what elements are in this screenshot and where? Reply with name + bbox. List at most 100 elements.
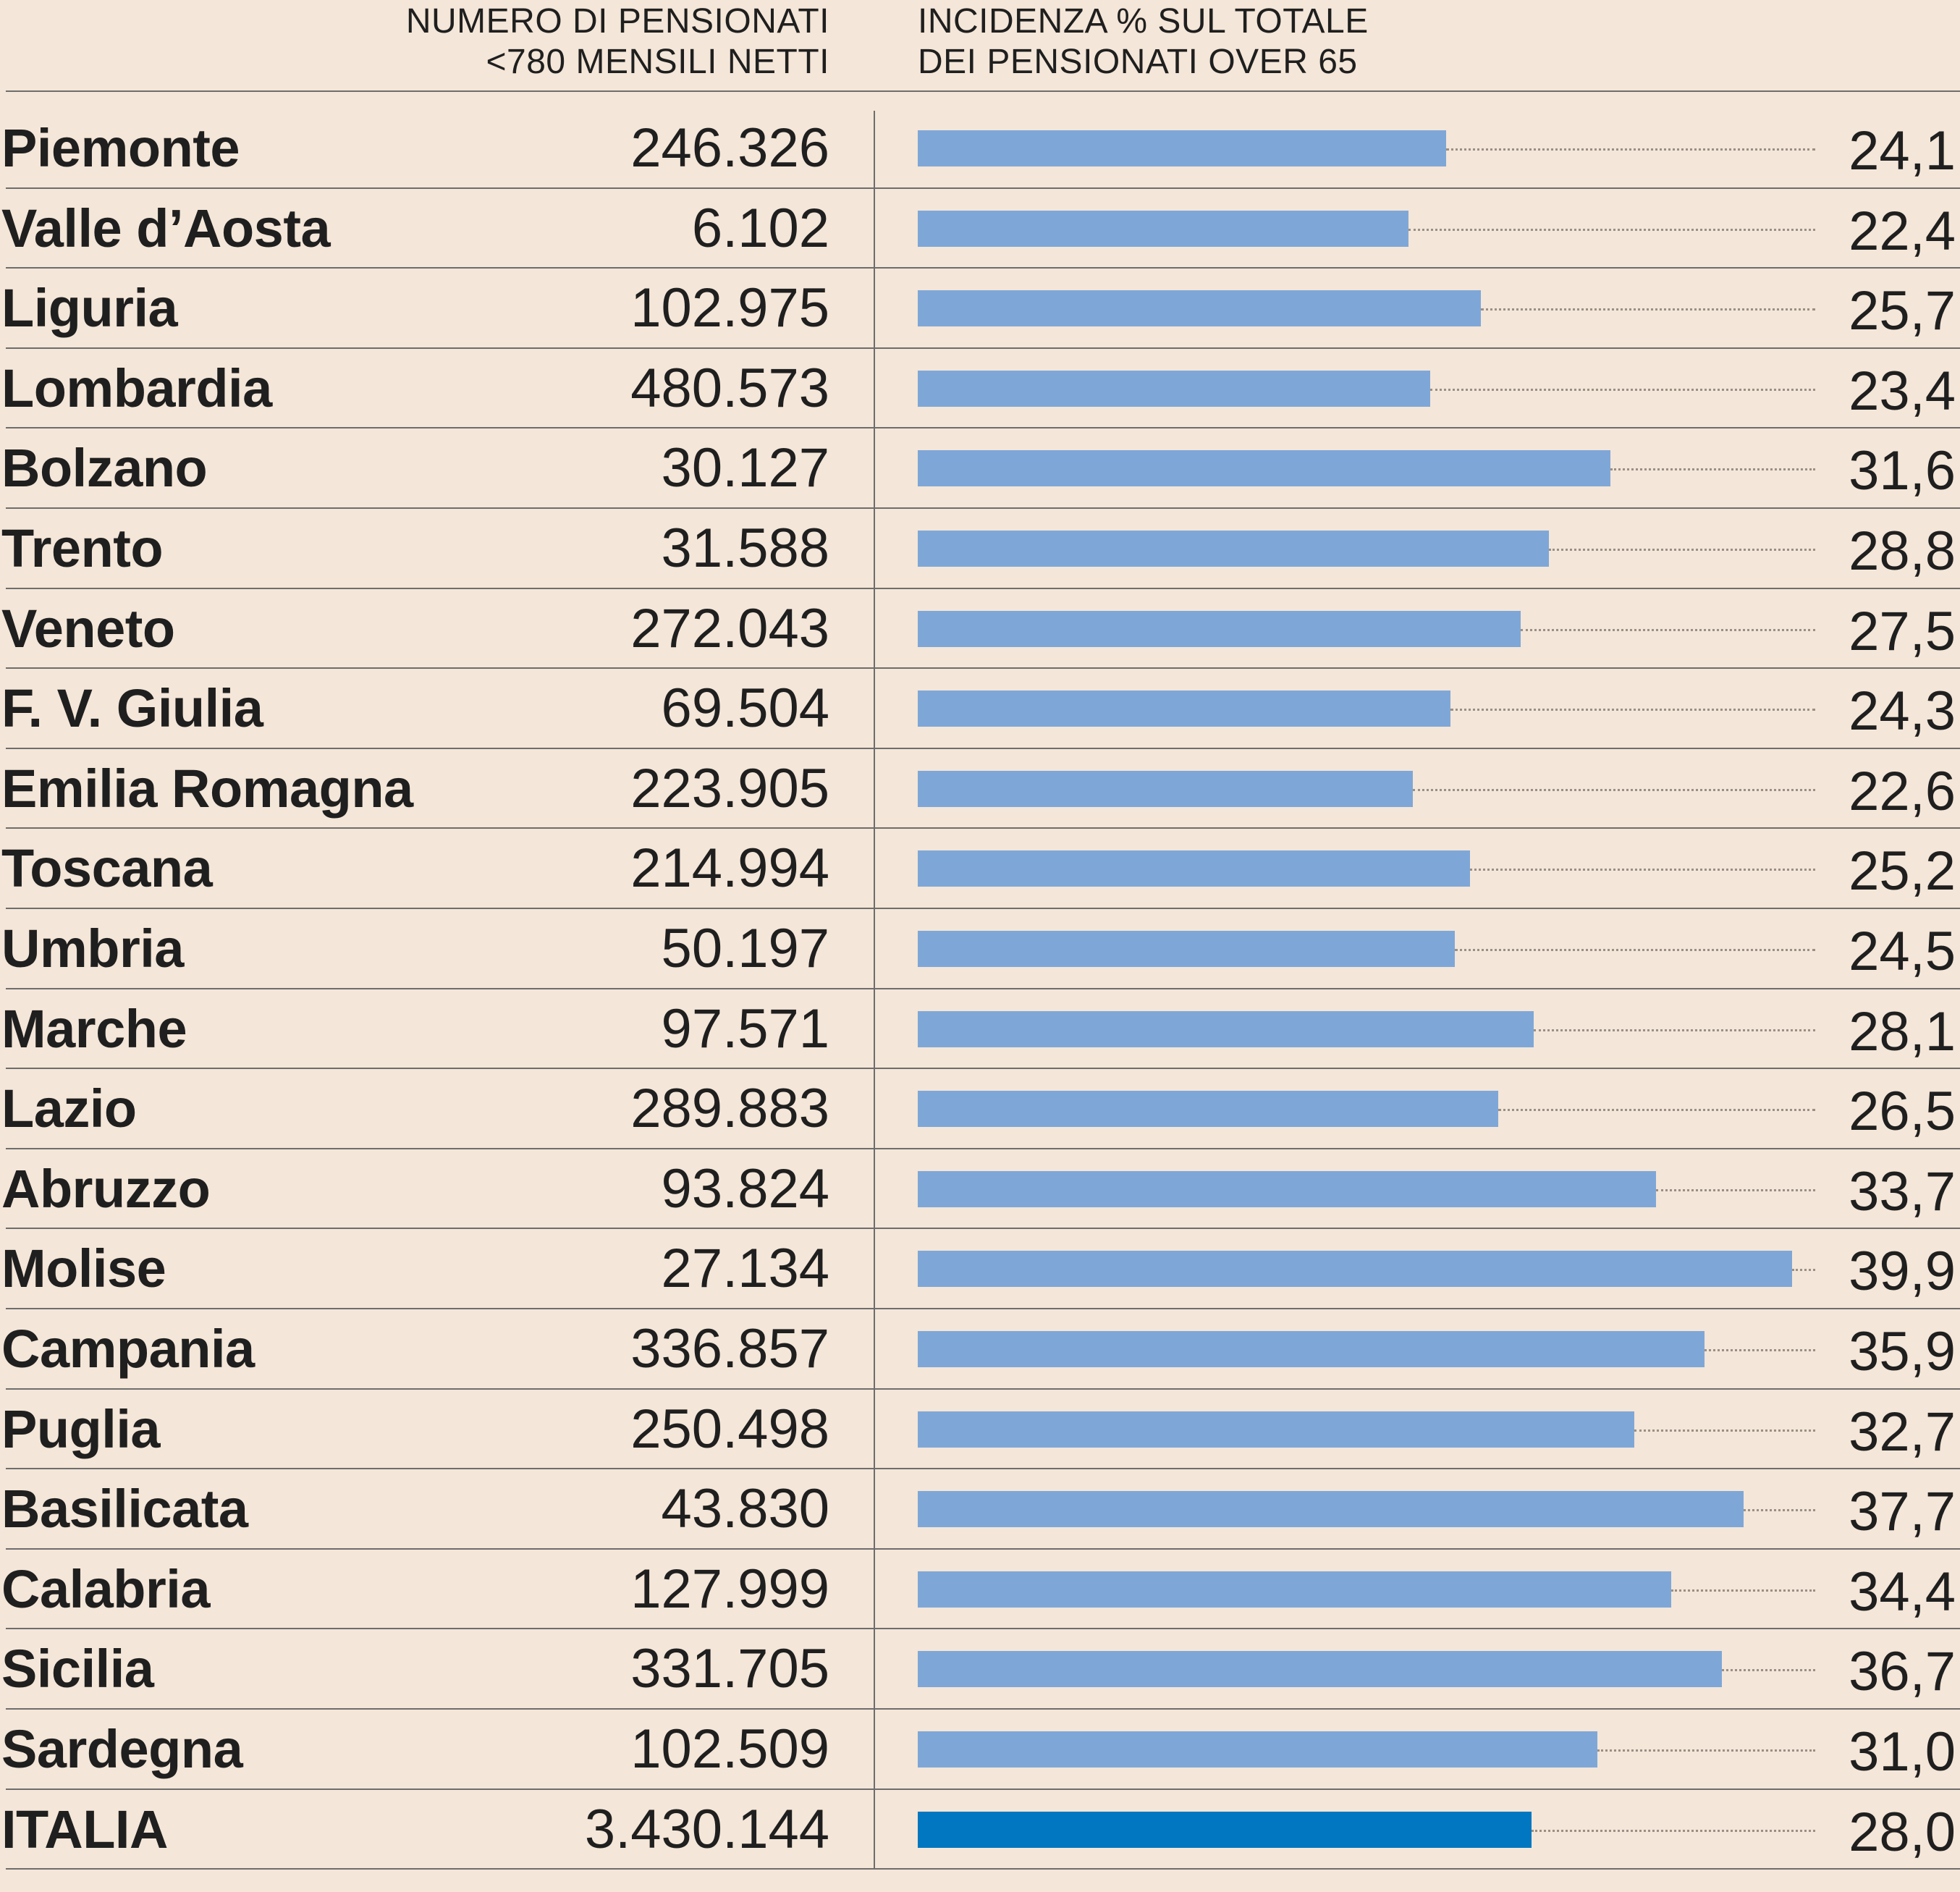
pct-header-line2: DEI PENSIONATI OVER 65 (918, 43, 1358, 81)
percentage-label: 27,5 (1849, 600, 1956, 662)
percentage-label: 31,6 (1849, 440, 1956, 502)
dotted-leader (1454, 949, 1815, 951)
row-divider (6, 1388, 1960, 1390)
bar (918, 850, 1470, 887)
region-label: Basilicata (1, 1479, 248, 1540)
table-row: ITALIA 3.430.144 28,0 (0, 1790, 1960, 1870)
pensioner-count: 69.504 (661, 677, 829, 740)
bar (918, 370, 1431, 407)
dotted-leader (1671, 1589, 1815, 1592)
region-label: Marche (1, 998, 187, 1059)
pensioner-count: 3.430.144 (584, 1798, 829, 1860)
percentage-label: 22,4 (1849, 200, 1956, 262)
pensioner-count: 102.975 (630, 277, 829, 339)
percentage-label: 28,1 (1849, 1000, 1956, 1063)
table-row: Calabria 127.999 34,4 (0, 1550, 1960, 1629)
percentage-label: 24,3 (1849, 680, 1956, 743)
pensioner-count: 246.326 (630, 117, 829, 179)
pensioner-count: 102.509 (630, 1718, 829, 1780)
table-row: Liguria 102.975 25,7 (0, 269, 1960, 348)
percentage-label: 31,0 (1849, 1721, 1956, 1783)
row-divider (6, 587, 1960, 589)
region-label: Sicilia (1, 1639, 154, 1699)
dotted-leader (1520, 628, 1815, 631)
dotted-leader (1469, 869, 1815, 871)
dotted-leader (1722, 1669, 1815, 1672)
pensioner-count: 97.571 (661, 997, 829, 1060)
bar (918, 770, 1414, 807)
region-label: Umbria (1, 918, 184, 979)
table-row: Trento 31.588 28,8 (0, 509, 1960, 588)
pensioner-count: 6.102 (691, 197, 829, 259)
dotted-leader (1531, 1829, 1815, 1832)
bar (918, 1571, 1672, 1608)
region-label: Trento (1, 518, 164, 578)
table-row: Puglia 250.498 32,7 (0, 1390, 1960, 1469)
column-divider (874, 111, 875, 1868)
region-label: ITALIA (1, 1799, 168, 1859)
count-header-line1: NUMERO DI PENSIONATI (405, 2, 829, 41)
pensioner-count: 214.994 (630, 837, 829, 900)
bar (918, 1731, 1597, 1768)
percentage-label: 26,5 (1849, 1081, 1956, 1143)
percentage-label: 37,7 (1849, 1481, 1956, 1543)
table-row: Sicilia 331.705 36,7 (0, 1629, 1960, 1709)
bar (918, 1651, 1723, 1688)
table-row: Toscana 214.994 25,2 (0, 829, 1960, 908)
bar (918, 1170, 1657, 1207)
dotted-leader (1413, 788, 1815, 791)
percentage-label: 32,7 (1849, 1401, 1956, 1463)
region-label: Bolzano (1, 438, 208, 499)
pensioner-count: 480.573 (630, 357, 829, 419)
region-label: Liguria (1, 278, 178, 339)
region-label: Sardegna (1, 1719, 243, 1779)
row-divider (6, 1547, 1960, 1550)
dotted-leader (1498, 1109, 1815, 1112)
pensioner-count: 223.905 (630, 757, 829, 819)
row-divider (6, 667, 1960, 670)
pensioner-count: 272.043 (630, 597, 829, 659)
bar (918, 1010, 1534, 1047)
count-header-line2: <780 MENSILI NETTI (486, 43, 829, 81)
table-row: Lombardia 480.573 23,4 (0, 349, 1960, 428)
dotted-leader (1481, 308, 1815, 311)
dotted-leader (1634, 1429, 1815, 1432)
bar-italia-total (918, 1811, 1532, 1848)
count-column-header: NUMERO DI PENSIONATI <780 MENSILI NETTI (279, 1, 829, 83)
pct-header-line1: INCIDENZA % SUL TOTALE (918, 2, 1369, 41)
row-divider (6, 908, 1960, 909)
region-label: Emilia Romagna (1, 758, 413, 819)
table-row: Molise 27.134 39,9 (0, 1229, 1960, 1309)
row-divider (6, 1628, 1960, 1630)
percentage-label: 28,8 (1849, 520, 1956, 582)
row-divider (6, 1228, 1960, 1230)
dotted-leader (1533, 1029, 1815, 1031)
table-row: Lazio 289.883 26,5 (0, 1069, 1960, 1149)
table-row: Piemonte 246.326 24,1 (0, 109, 1960, 188)
percentage-label: 22,6 (1849, 760, 1956, 822)
bar (918, 1091, 1499, 1128)
percentage-label: 34,4 (1849, 1561, 1956, 1623)
row-divider (6, 427, 1960, 429)
row-divider (6, 187, 1960, 189)
table-row: Emilia Romagna 223.905 22,6 (0, 749, 1960, 829)
row-divider (6, 747, 1960, 749)
table-row: Umbria 50.197 24,5 (0, 909, 1960, 989)
bar (918, 1491, 1744, 1528)
region-label: Puglia (1, 1398, 161, 1459)
region-label: Lazio (1, 1078, 137, 1139)
row-divider (6, 1308, 1960, 1309)
pensioner-count: 127.999 (630, 1558, 829, 1620)
pensioner-count: 43.830 (661, 1478, 829, 1540)
percentage-label: 24,5 (1849, 921, 1956, 982)
dotted-leader (1704, 1349, 1815, 1351)
table-row: Sardegna 102.509 31,0 (0, 1710, 1960, 1789)
dotted-leader (1450, 709, 1815, 711)
bar (918, 450, 1610, 487)
bar (918, 531, 1549, 567)
bar (918, 610, 1521, 647)
region-label: Valle d’Aosta (1, 198, 331, 258)
pensioner-count: 331.705 (630, 1638, 829, 1700)
row-divider (6, 827, 1960, 829)
